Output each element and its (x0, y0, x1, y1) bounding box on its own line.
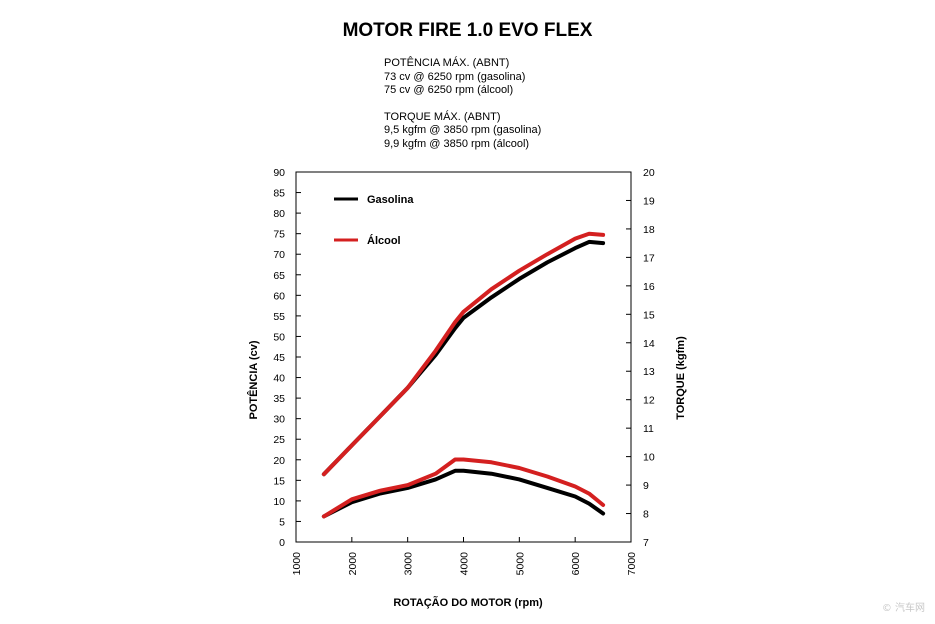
y-left-tick-label: 25 (273, 434, 285, 446)
y-left-tick-label: 40 (273, 373, 285, 385)
x-tick-label: 6000 (570, 552, 582, 576)
y-right-tick-label: 12 (643, 395, 655, 407)
y-right-tick-label: 19 (643, 195, 655, 207)
y-right-tick-label: 14 (643, 338, 655, 350)
torque-gasolina: 9,5 kgfm @ 3850 rpm (gasolina) (384, 124, 542, 136)
legend-label-gasolina: Gasolina (367, 194, 414, 206)
y-left-tick-label: 45 (273, 352, 285, 364)
specs-block: POTÊNCIA MÁX. (ABNT) 73 cv @ 6250 rpm (g… (384, 57, 541, 151)
watermark: © 汽车网 (881, 603, 925, 614)
series-line-alcool-power (321, 231, 606, 477)
y-left-tick-label: 60 (273, 290, 285, 302)
y-right-tick-label: 18 (643, 224, 655, 236)
y-right-tick-label: 17 (643, 252, 655, 264)
y-right-tick-label: 15 (643, 309, 655, 321)
y-right-tick-label: 13 (643, 366, 655, 378)
x-tick-label: 3000 (403, 552, 415, 576)
y-left-tick-label: 55 (273, 311, 285, 323)
x-tick-label: 4000 (459, 552, 471, 576)
y-right-axis-label: TORQUE (kgfm) (675, 336, 687, 420)
y-left-tick-label: 10 (273, 496, 285, 508)
series-line-gasolina-power (321, 239, 606, 477)
torque-alcool: 9,9 kgfm @ 3850 rpm (álcool) (384, 137, 530, 150)
x-tick-label: 7000 (626, 552, 638, 576)
power-header: POTÊNCIA MÁX. (ABNT) (384, 57, 510, 69)
x-axis-label: ROTAÇÃO DO MOTOR (rpm) (393, 596, 543, 609)
y-right-tick-label: 10 (643, 452, 655, 464)
y-left-tick-label: 75 (273, 229, 285, 241)
torque-header: TORQUE MÁX. (ABNT) (384, 110, 501, 123)
x-tick-label: 1000 (291, 552, 303, 576)
x-tick-label: 5000 (514, 552, 526, 576)
power-gasolina: 73 cv @ 6250 rpm (gasolina) (384, 70, 526, 83)
x-tick-label: 2000 (347, 552, 359, 576)
y-right-tick-label: 20 (643, 167, 655, 179)
y-right-tick-label: 9 (643, 480, 649, 492)
y-right-tick-label: 7 (643, 537, 649, 549)
y-left-tick-label: 70 (273, 249, 285, 261)
legend-label-alcool: Álcool (367, 234, 401, 247)
y-left-tick-label: 50 (273, 331, 285, 343)
series-line-alcool-torque (321, 457, 606, 519)
y-left-tick-label: 0 (279, 537, 285, 549)
series-line-gasolina-torque (321, 468, 606, 519)
y-left-tick-label: 5 (279, 516, 285, 528)
y-left-axis-label: POTÊNCIA (cv) (247, 340, 260, 419)
power-alcool: 75 cv @ 6250 rpm (álcool) (384, 84, 514, 96)
y-left-tick-label: 20 (273, 455, 285, 467)
y-left-tick-label: 15 (273, 475, 285, 487)
plot-frame (295, 171, 632, 543)
y-left-tick-label: 85 (273, 188, 285, 200)
y-right-tick-label: 8 (643, 509, 649, 521)
y-left-tick-label: 80 (273, 208, 285, 220)
chart-title: MOTOR FIRE 1.0 EVO FLEX (342, 20, 593, 41)
y-left-tick-label: 30 (273, 414, 285, 426)
y-left-tick-label: 35 (273, 393, 285, 405)
y-right-tick-label: 16 (643, 281, 655, 293)
y-left-tick-label: 90 (273, 167, 285, 179)
y-right-tick-label: 11 (643, 423, 654, 435)
y-left-tick-label: 65 (273, 270, 285, 282)
